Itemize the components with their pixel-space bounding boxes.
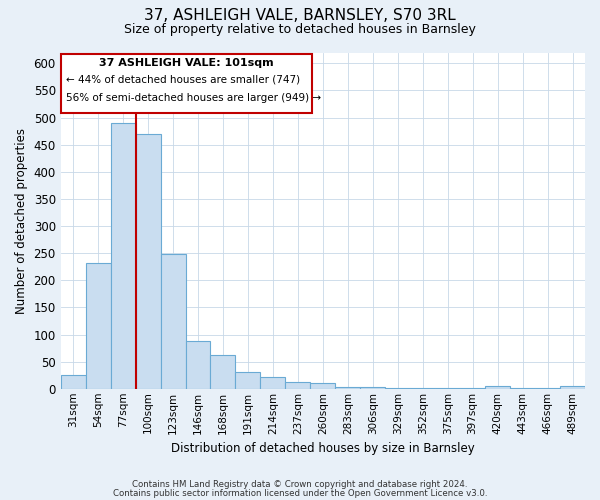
Bar xyxy=(410,388,435,389)
Bar xyxy=(110,123,136,389)
Bar xyxy=(510,388,535,389)
Bar xyxy=(535,388,560,389)
FancyBboxPatch shape xyxy=(61,54,313,113)
Bar xyxy=(460,388,485,389)
Bar xyxy=(86,263,110,389)
Text: ← 44% of detached houses are smaller (747): ← 44% of detached houses are smaller (74… xyxy=(66,74,300,85)
Bar xyxy=(560,386,585,389)
Bar xyxy=(385,388,410,389)
Text: Contains HM Land Registry data © Crown copyright and database right 2024.: Contains HM Land Registry data © Crown c… xyxy=(132,480,468,489)
Bar xyxy=(286,382,310,389)
Bar xyxy=(485,386,510,389)
Bar xyxy=(136,134,161,389)
Y-axis label: Number of detached properties: Number of detached properties xyxy=(15,128,28,314)
Bar xyxy=(211,355,235,389)
Bar xyxy=(185,341,211,389)
Text: 37 ASHLEIGH VALE: 101sqm: 37 ASHLEIGH VALE: 101sqm xyxy=(99,58,274,68)
Text: 56% of semi-detached houses are larger (949) →: 56% of semi-detached houses are larger (… xyxy=(66,93,321,103)
Bar xyxy=(360,386,385,389)
Bar xyxy=(61,375,86,389)
Bar xyxy=(235,372,260,389)
Bar xyxy=(435,388,460,389)
Bar xyxy=(310,384,335,389)
Text: 37, ASHLEIGH VALE, BARNSLEY, S70 3RL: 37, ASHLEIGH VALE, BARNSLEY, S70 3RL xyxy=(144,8,456,22)
Bar xyxy=(335,386,360,389)
Bar xyxy=(161,254,185,389)
X-axis label: Distribution of detached houses by size in Barnsley: Distribution of detached houses by size … xyxy=(171,442,475,455)
Text: Contains public sector information licensed under the Open Government Licence v3: Contains public sector information licen… xyxy=(113,489,487,498)
Bar xyxy=(260,377,286,389)
Text: Size of property relative to detached houses in Barnsley: Size of property relative to detached ho… xyxy=(124,22,476,36)
